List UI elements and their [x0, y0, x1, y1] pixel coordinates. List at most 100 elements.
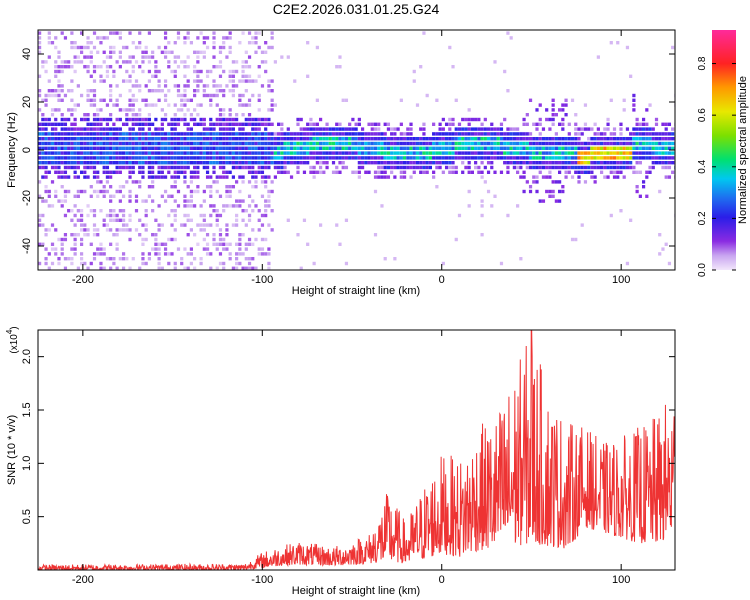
heatmap-cell	[296, 170, 300, 174]
heatmap-cell	[318, 137, 323, 141]
heatmap-cell	[567, 122, 571, 126]
heatmap-cell	[247, 165, 252, 170]
heatmap-cell	[622, 151, 626, 155]
heatmap-cell	[193, 189, 197, 194]
heatmap-cell	[238, 122, 242, 126]
heatmap-cell	[225, 146, 229, 150]
heatmap-cell	[435, 151, 439, 155]
heatmap-cell	[270, 209, 274, 213]
heatmap-cell	[57, 65, 61, 69]
heatmap-cell	[134, 180, 139, 184]
heatmap-cell	[277, 156, 281, 160]
heatmap-cell	[664, 146, 668, 150]
heatmap-cell	[603, 156, 607, 160]
heatmap-cell	[70, 98, 74, 102]
heatmap-cell	[616, 165, 620, 170]
heatmap-cell	[235, 180, 239, 184]
heatmap-cell	[112, 127, 116, 131]
heatmap-cell	[189, 151, 194, 155]
heatmap-cell	[558, 199, 562, 203]
heatmap-cell	[115, 242, 119, 246]
heatmap-cell	[157, 156, 161, 160]
heatmap-cell	[215, 209, 219, 213]
heatmap-cell	[587, 151, 591, 155]
heatmap-cell	[60, 252, 64, 256]
heatmap-cell	[186, 31, 190, 35]
heatmap-cell	[528, 185, 533, 189]
heatmap-cell	[467, 141, 471, 146]
heatmap-cell	[516, 137, 520, 141]
heatmap-cell	[399, 132, 403, 136]
heatmap-cell	[480, 127, 484, 131]
heatmap-cell	[196, 69, 200, 74]
heatmap-cell	[180, 141, 184, 146]
heatmap-cell	[315, 161, 319, 165]
heatmap-cell	[635, 127, 639, 131]
heatmap-cell	[235, 113, 239, 117]
heatmap-cell	[251, 36, 255, 40]
heatmap-cell	[121, 156, 126, 160]
heatmap-cell	[173, 261, 177, 266]
heatmap-cell	[141, 50, 145, 54]
heatmap-cell	[260, 137, 265, 141]
heatmap-cell	[202, 165, 206, 170]
heatmap-cell	[412, 161, 416, 165]
heatmap-cell	[551, 165, 555, 170]
heatmap-cell	[173, 122, 177, 126]
heatmap-cell	[409, 165, 413, 170]
heatmap-cell	[76, 141, 80, 146]
heatmap-cell	[244, 103, 248, 107]
heatmap-cell	[509, 146, 513, 150]
heatmap-cell	[402, 146, 407, 150]
heatmap-cell	[105, 69, 110, 74]
heatmap-cell	[357, 175, 361, 179]
heatmap-cell	[612, 170, 617, 174]
heatmap-cell	[545, 151, 549, 155]
heatmap-cell	[648, 127, 652, 131]
heatmap-cell	[267, 247, 271, 251]
heatmap-cell	[63, 266, 68, 270]
heatmap-cell	[490, 156, 494, 160]
heatmap-cell	[480, 151, 484, 155]
heatmap-cell	[63, 60, 68, 64]
heatmap-cell	[167, 137, 171, 141]
heatmap-cell	[86, 161, 90, 165]
heatmap-cell	[154, 103, 158, 107]
heatmap-cell	[635, 141, 639, 146]
heatmap-cell	[509, 141, 513, 146]
heatmap-cell	[425, 170, 429, 174]
heatmap-cell	[189, 141, 194, 146]
heatmap-cell	[506, 170, 510, 174]
heatmap-cell	[528, 151, 533, 155]
heatmap-cell	[89, 98, 93, 102]
heatmap-cell	[118, 146, 122, 150]
heatmap-cell	[470, 117, 475, 122]
heatmap-cell	[151, 141, 155, 146]
heatmap-cell	[480, 132, 484, 136]
heatmap-cell	[522, 170, 526, 174]
heatmap-cell	[273, 165, 277, 170]
heatmap-cell	[144, 223, 148, 227]
heatmap-cell	[383, 146, 387, 150]
heatmap-cell	[561, 108, 565, 112]
heatmap-cell	[109, 194, 113, 198]
heatmap-cell	[102, 223, 106, 227]
heatmap-cell	[293, 161, 297, 165]
heatmap-cell	[435, 185, 439, 189]
heatmap-cell	[57, 84, 61, 88]
heatmap-cell	[519, 175, 523, 179]
heatmap-cell	[79, 151, 84, 155]
heatmap-cell	[667, 122, 672, 126]
heatmap-cell	[254, 79, 258, 83]
heatmap-cell	[257, 127, 261, 131]
heatmap-cell	[257, 165, 261, 170]
heatmap-cell	[516, 161, 520, 165]
heatmap-cell	[535, 156, 539, 160]
heatmap-cell	[264, 213, 268, 218]
heatmap-cell	[225, 175, 229, 179]
heatmap-cell	[70, 165, 74, 170]
heatmap-cell	[558, 189, 562, 194]
heatmap-cell	[318, 156, 323, 160]
heatmap-cell	[386, 127, 391, 131]
heatmap-cell	[92, 103, 97, 107]
